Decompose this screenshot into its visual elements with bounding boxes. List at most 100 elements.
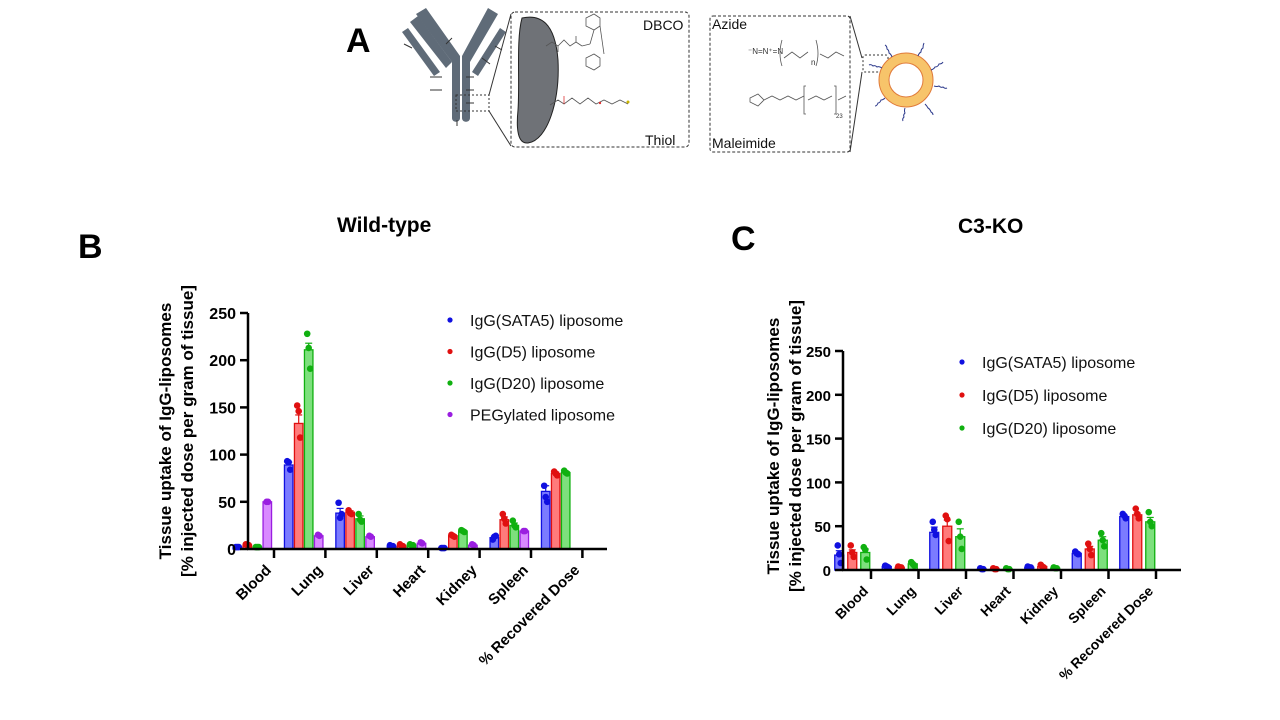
liposome-icon — [862, 42, 948, 122]
azide-label: Azide — [712, 16, 747, 32]
x-tick-label: Kidney — [1017, 583, 1061, 627]
svg-text:n: n — [811, 58, 815, 67]
chart-c-bars — [834, 505, 1156, 573]
chart-c-ylabel-line1: Tissue uptake of IgG-liposomes — [764, 318, 783, 575]
bar-blue-2 — [929, 531, 940, 571]
data-point — [1074, 550, 1082, 558]
dbco-label: DBCO — [643, 17, 684, 33]
data-point — [306, 365, 314, 372]
data-point — [348, 510, 355, 518]
legend-marker-red — [447, 348, 453, 355]
data-point — [956, 533, 964, 541]
data-point — [418, 540, 426, 547]
y-tick-label: 0 — [823, 563, 831, 580]
conjugation-schematic: DBCO Thiol Azide Maleimide ⁻N=N⁺=N — [402, 8, 948, 153]
maleimide-label: Maleimide — [712, 135, 776, 151]
bar-blue-6 — [1119, 515, 1130, 571]
data-point — [335, 499, 342, 507]
data-point — [1148, 522, 1156, 530]
data-point — [1097, 529, 1105, 537]
data-point — [296, 434, 304, 441]
data-point — [461, 528, 468, 536]
bar-red-6 — [1132, 514, 1143, 571]
azide-maleimide-box: Azide Maleimide ⁻N=N⁺=N n 23 — [709, 15, 863, 153]
data-point — [367, 533, 375, 541]
y-tick-label: 50 — [218, 495, 236, 512]
x-tick-label: Spleen — [1065, 583, 1109, 627]
data-point — [861, 546, 869, 554]
y-tick-label: 50 — [814, 519, 831, 536]
chart-b-ylabel-line2: [% injected dose per gram of tissue] — [178, 285, 197, 577]
legend-label: PEGylated liposome — [470, 408, 615, 425]
x-tick-label: Heart — [977, 583, 1014, 620]
chart-c-title: C3-KO — [958, 215, 1024, 238]
chart-b-title: Wild-type — [337, 214, 432, 237]
panel-c-label: C — [731, 220, 756, 258]
data-point — [512, 523, 520, 531]
data-point — [295, 407, 303, 415]
x-tick-label: Liver — [931, 582, 966, 617]
y-tick-label: 200 — [209, 353, 236, 370]
y-tick-label: 250 — [806, 344, 831, 361]
data-point — [1087, 551, 1095, 559]
svg-text:23: 23 — [836, 114, 843, 120]
maleimide-peg-structure-icon: 23 — [749, 85, 847, 120]
x-tick-label: % Recovered Dose — [1056, 583, 1157, 684]
data-point — [338, 510, 345, 518]
data-point — [470, 541, 477, 549]
svg-text:⁻N=N⁺=N: ⁻N=N⁺=N — [748, 47, 783, 56]
data-point — [1099, 536, 1107, 544]
chart-c-ylabel-line2: [% injected dose per gram of tissue] — [786, 300, 805, 592]
legend-label: IgG(SATA5) liposome — [470, 313, 623, 330]
y-tick-label: 100 — [209, 448, 236, 465]
legend-label: IgG(D20) liposome — [470, 376, 604, 393]
y-tick-label: 250 — [209, 306, 236, 323]
antibody-fragment-icon — [516, 16, 559, 144]
data-point — [521, 527, 529, 535]
legend-marker-red — [959, 392, 965, 398]
data-point — [929, 518, 937, 526]
data-point — [540, 482, 548, 490]
azide-peg-structure-icon: ⁻N=N⁺=N n — [748, 39, 845, 67]
data-point — [285, 458, 293, 466]
data-point — [1145, 508, 1153, 516]
chart-b-ylabel-line1: Tissue uptake of IgG-liposomes — [156, 303, 175, 560]
y-tick-label: 100 — [806, 475, 831, 492]
legend-label: IgG(SATA5) liposome — [982, 355, 1135, 372]
data-point — [834, 542, 842, 549]
data-point — [930, 526, 938, 534]
data-point — [355, 510, 362, 518]
legend-marker-green — [959, 425, 965, 431]
legend-label: IgG(D5) liposome — [470, 345, 595, 362]
data-point — [358, 518, 365, 525]
data-point — [492, 532, 500, 540]
data-point — [910, 562, 918, 569]
x-tick-label: Blood — [832, 583, 871, 622]
data-point — [305, 344, 313, 352]
data-point — [316, 532, 323, 540]
y-tick-label: 150 — [806, 432, 831, 449]
data-point — [553, 472, 561, 479]
legend-marker-green — [447, 380, 453, 386]
legend-label: IgG(D5) liposome — [982, 388, 1107, 405]
panel-a-label: A — [346, 22, 371, 60]
data-point — [958, 545, 966, 553]
data-point — [932, 531, 940, 539]
bar-green-2 — [955, 536, 966, 571]
data-point — [303, 330, 311, 338]
thiol-structure-icon — [549, 96, 630, 106]
legend-label: IgG(D20) liposome — [982, 421, 1116, 438]
data-point — [1135, 515, 1143, 522]
data-point — [955, 518, 963, 526]
chart-b-legend: IgG(SATA5) liposome IgG(D5) liposome IgG(D… — [447, 313, 623, 425]
y-tick-label: 200 — [806, 388, 831, 405]
data-point — [264, 498, 272, 506]
data-point — [451, 533, 458, 541]
data-point — [1122, 515, 1130, 522]
legend-marker-blue — [447, 317, 453, 323]
data-point — [1086, 545, 1094, 553]
x-tick-label: Lung — [883, 583, 919, 619]
panel-b-label: B — [78, 228, 103, 266]
